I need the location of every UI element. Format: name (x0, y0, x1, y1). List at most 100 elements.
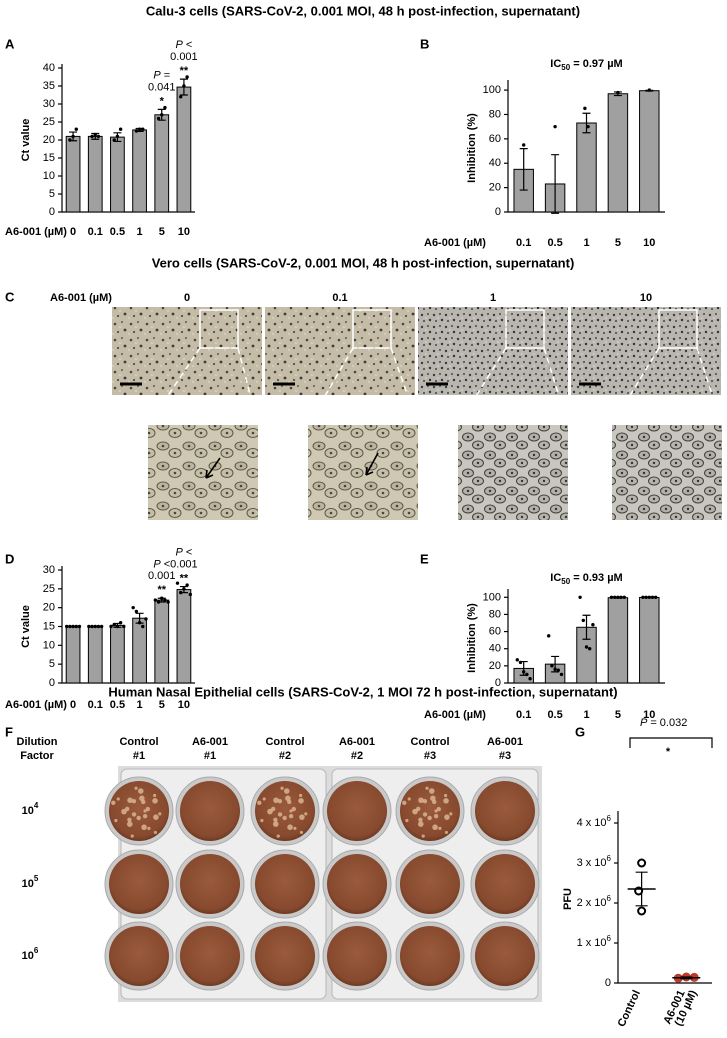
tick-text: 60 (489, 133, 501, 145)
y-tick-label: 0 (49, 206, 55, 218)
y-tick-label: 10 (43, 639, 55, 651)
p-symbol: P (153, 69, 161, 81)
plaque (434, 809, 438, 813)
x-tick-label: Control (616, 988, 643, 1029)
data-point (90, 134, 94, 139)
column-id: #1 (133, 750, 145, 762)
row-label: 106 (22, 946, 39, 962)
plaque (280, 786, 284, 790)
data-point (160, 596, 164, 600)
x-axis-label: A6-001 (µM) (424, 709, 486, 721)
y-tick-label: 60 (489, 133, 501, 145)
x-tick-label: 5 (615, 237, 621, 249)
row-base: 10 (22, 805, 34, 817)
plaque (436, 806, 441, 812)
data-point (609, 595, 614, 599)
y-tick-label: 0 (495, 206, 501, 218)
data-point (112, 622, 116, 627)
axis-line (617, 811, 712, 984)
plaque (444, 830, 449, 835)
plaque (418, 817, 423, 822)
x-tick-label: 0.5 (547, 237, 562, 249)
plaque (299, 793, 303, 798)
data-point (578, 595, 582, 599)
well (180, 926, 240, 986)
x-tick-label: 0.1 (516, 237, 531, 249)
y-tick-label: 20 (43, 602, 55, 614)
data-point (166, 600, 170, 604)
data-point (160, 113, 164, 117)
plaque (425, 786, 429, 790)
column-name: Control (265, 736, 304, 748)
row-exp: 4 (34, 801, 39, 810)
data-point (115, 624, 120, 629)
tick-text: 5 (49, 658, 55, 670)
bar (154, 599, 170, 684)
bracket (629, 737, 713, 748)
data-point (163, 598, 167, 602)
error-bar (635, 871, 648, 907)
plaque (153, 830, 158, 835)
bar (607, 93, 629, 213)
plaque (412, 808, 418, 815)
tick-text: 20 (489, 660, 501, 672)
column-id: #2 (279, 750, 291, 762)
axis-line (61, 566, 195, 684)
panel-letter: A (5, 36, 15, 51)
concentration-label: 0 (184, 292, 190, 304)
tick-text: 0 (495, 677, 501, 689)
x-tick-label: 0.1 (88, 699, 103, 711)
data-point (559, 672, 564, 677)
plaque (152, 798, 158, 804)
data-point (64, 624, 69, 629)
bar (639, 596, 660, 684)
bar (607, 597, 629, 684)
panel-letter: C (5, 289, 15, 304)
data-point (528, 677, 532, 681)
panel-letter: E (420, 551, 429, 566)
plaque (139, 795, 145, 802)
well (400, 854, 460, 914)
plaque (285, 795, 291, 802)
plaque (421, 834, 425, 838)
data-point (650, 595, 655, 599)
y-tick-label: 0 (495, 677, 501, 689)
p-value: P < (153, 558, 170, 570)
plaque (283, 788, 290, 794)
micrograph (418, 307, 568, 395)
data-point (71, 624, 75, 629)
well (475, 854, 535, 914)
zoom-box (505, 309, 545, 349)
data-point (112, 138, 116, 142)
tick-text: 35 (43, 80, 55, 92)
x-tick-label: 10 (178, 226, 190, 238)
data-point (141, 127, 145, 131)
data-point (156, 116, 161, 121)
y-tick-label: 20 (489, 660, 501, 672)
title-part: = 0.93 µM (570, 572, 623, 584)
plaque (288, 813, 294, 819)
bar (132, 617, 147, 684)
data-point (622, 595, 626, 599)
micrograph (265, 307, 415, 395)
data-point (182, 84, 186, 88)
data-point (93, 132, 97, 137)
data-point (644, 595, 648, 599)
well (327, 781, 387, 841)
data-point (185, 583, 189, 587)
p-symbol: P (640, 717, 648, 729)
plaque (427, 815, 432, 821)
plaque (272, 821, 279, 827)
data-point (131, 605, 135, 610)
plaque (299, 814, 305, 820)
data-point (556, 668, 560, 672)
section-title: Calu-3 cells (SARS-CoV-2, 0.001 MOI, 48 … (146, 3, 580, 18)
tick-text: 0 (49, 206, 55, 218)
plaque (428, 788, 435, 794)
plaque (134, 786, 138, 790)
p-value-number: 0.041 (148, 81, 176, 93)
x-tick-label: 5 (159, 699, 165, 711)
data-point (185, 75, 189, 79)
data-point (137, 127, 142, 131)
